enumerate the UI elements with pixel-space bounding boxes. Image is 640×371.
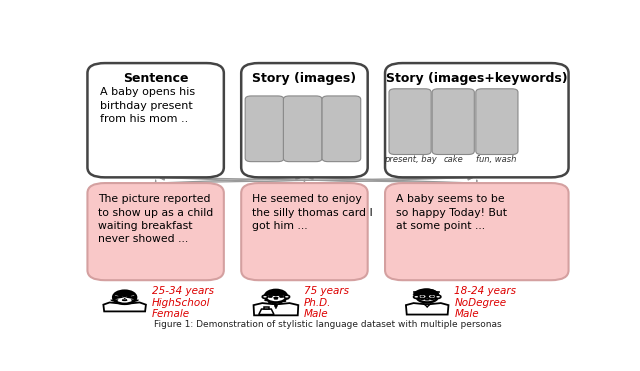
Circle shape	[416, 290, 438, 302]
Circle shape	[426, 306, 428, 307]
FancyBboxPatch shape	[322, 96, 361, 162]
Circle shape	[418, 294, 427, 299]
Text: cake: cake	[444, 155, 463, 164]
Text: The picture reported
to show up as a child
waiting breakfast
never showed ...: The picture reported to show up as a chi…	[99, 194, 214, 244]
FancyBboxPatch shape	[245, 96, 284, 162]
Circle shape	[268, 301, 272, 303]
Circle shape	[413, 295, 419, 298]
Circle shape	[426, 298, 428, 299]
Polygon shape	[406, 303, 449, 315]
FancyBboxPatch shape	[88, 63, 224, 177]
Wedge shape	[110, 299, 118, 302]
Circle shape	[264, 299, 268, 301]
FancyBboxPatch shape	[241, 183, 368, 280]
FancyBboxPatch shape	[284, 96, 322, 162]
Polygon shape	[259, 309, 274, 315]
Text: 18-24 years
NoDegree
Male: 18-24 years NoDegree Male	[454, 286, 516, 319]
Circle shape	[280, 295, 284, 298]
Circle shape	[273, 302, 276, 304]
FancyBboxPatch shape	[432, 89, 474, 154]
FancyBboxPatch shape	[385, 183, 568, 280]
FancyBboxPatch shape	[88, 183, 224, 280]
Text: A baby opens his
birthday present
from his mom ..: A baby opens his birthday present from h…	[100, 87, 195, 124]
Circle shape	[285, 298, 289, 300]
Text: Story (images): Story (images)	[252, 72, 356, 85]
Circle shape	[113, 290, 136, 304]
Circle shape	[284, 295, 289, 298]
Polygon shape	[272, 302, 280, 304]
Circle shape	[265, 290, 287, 302]
Wedge shape	[413, 288, 440, 296]
Circle shape	[127, 296, 131, 298]
Text: He seemed to enjoy
the silly thomas card I
got him ...: He seemed to enjoy the silly thomas card…	[252, 194, 373, 231]
Polygon shape	[413, 290, 438, 292]
Text: fun, wash: fun, wash	[476, 155, 517, 164]
Polygon shape	[264, 307, 269, 309]
FancyBboxPatch shape	[241, 63, 368, 177]
Circle shape	[124, 298, 125, 299]
Text: 75 years
Ph.D.
Male: 75 years Ph.D. Male	[304, 286, 349, 319]
Polygon shape	[423, 302, 431, 304]
Circle shape	[262, 295, 268, 298]
Wedge shape	[114, 290, 136, 297]
Circle shape	[269, 295, 273, 298]
Circle shape	[428, 294, 436, 299]
Text: present, bay: present, bay	[384, 155, 436, 164]
Text: Sentence: Sentence	[123, 72, 188, 85]
Polygon shape	[104, 302, 146, 311]
Circle shape	[262, 296, 266, 298]
Wedge shape	[265, 290, 287, 296]
Wedge shape	[131, 299, 139, 302]
Circle shape	[430, 295, 434, 298]
Circle shape	[118, 296, 122, 298]
Text: 25-34 years
HighSchool
Female: 25-34 years HighSchool Female	[152, 286, 214, 319]
Wedge shape	[125, 295, 137, 300]
Circle shape	[282, 300, 286, 302]
Text: Figure 1: Demonstration of stylistic language dataset with multiple personas: Figure 1: Demonstration of stylistic lan…	[154, 320, 502, 329]
FancyBboxPatch shape	[385, 63, 568, 177]
Polygon shape	[274, 304, 278, 309]
Circle shape	[420, 295, 424, 298]
Circle shape	[435, 295, 441, 298]
Polygon shape	[253, 303, 298, 315]
Polygon shape	[121, 301, 129, 304]
Circle shape	[278, 302, 282, 304]
FancyBboxPatch shape	[389, 89, 431, 154]
Text: Story (images+keywords): Story (images+keywords)	[386, 72, 568, 85]
Wedge shape	[113, 295, 125, 300]
Text: A baby seems to be
so happy Today! But
at some point ...: A baby seems to be so happy Today! But a…	[396, 194, 507, 231]
FancyBboxPatch shape	[476, 89, 518, 154]
